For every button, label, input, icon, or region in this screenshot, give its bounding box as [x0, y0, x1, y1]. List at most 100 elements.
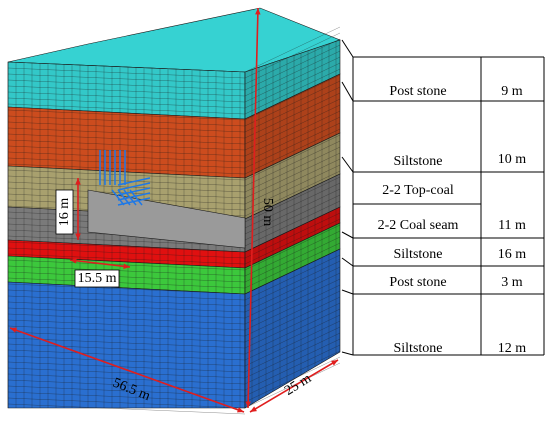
- layer-thickness-siltstone-lower: 12 m: [498, 341, 527, 356]
- side-mesh-hline: [244, 344, 341, 391]
- side-mesh-hline: [244, 104, 341, 151]
- length-dimension-arrow-head: [10, 327, 17, 333]
- layer-label-siltstone-lower: Siltstone: [393, 341, 442, 356]
- layer-label-post-stone-top: Post stone: [389, 84, 446, 99]
- roadway-length-arrow: [69, 258, 131, 269]
- front-mesh-hline: [7, 181, 246, 193]
- front-mesh-hline: [7, 139, 246, 151]
- corner-bolt: [129, 189, 143, 206]
- roadway-length-arrow-head: [123, 263, 130, 269]
- side-mesh-hline: [244, 170, 341, 217]
- front-mesh-hline: [7, 331, 246, 343]
- front-mesh-hline: [7, 373, 246, 385]
- legend-table-frame: [341, 39, 545, 356]
- rib-bolt: [117, 177, 151, 186]
- layer-label-siltstone-middle: Siltstone: [393, 247, 442, 262]
- front-mesh-hline: [7, 391, 246, 403]
- side-mesh-hline: [244, 32, 341, 79]
- height-label-text: 50 m: [260, 198, 275, 227]
- side-mesh-hline: [244, 194, 341, 241]
- side-mesh-hline: [244, 200, 341, 247]
- roadway-length-label-box: [74, 269, 120, 288]
- side-mesh-hline: [244, 332, 341, 379]
- layer-label-post-stone-thin: Post stone: [389, 275, 446, 290]
- front-mesh-hline: [7, 61, 246, 73]
- height-dimension-arrow-head: [245, 401, 251, 408]
- side-mesh-hline: [244, 176, 341, 223]
- side-mesh-hline: [244, 62, 341, 109]
- front-mesh-hline: [7, 247, 246, 259]
- roadway-length-label-text: 15.5 m: [78, 271, 117, 286]
- side-mesh-hline: [244, 146, 341, 193]
- front-mesh-hline: [7, 343, 246, 355]
- side-mesh-hline: [244, 224, 341, 271]
- side-mesh-hline: [244, 128, 341, 175]
- roadway-height-arrow: [75, 178, 81, 240]
- layer-thickness-post-stone-thin: 3 m: [501, 275, 523, 290]
- side-mesh-hline: [244, 338, 341, 385]
- front-mesh-hline: [7, 85, 246, 97]
- front-mesh-hline: [7, 259, 246, 271]
- height-dimension-arrow: [245, 7, 261, 409]
- front-mesh-hline: [7, 79, 246, 91]
- side-mesh-hline: [244, 152, 341, 199]
- side-mesh-hline: [244, 44, 341, 91]
- side-mesh-hline: [244, 164, 341, 211]
- side-mesh-hline: [244, 110, 341, 157]
- layer-label-coal-seam: 2-2 Coal seam: [378, 218, 459, 233]
- side-mesh-hline: [244, 290, 341, 337]
- front-mesh-hline: [7, 385, 246, 397]
- side-mesh-hline: [244, 116, 341, 163]
- front-mesh-hline: [7, 145, 246, 157]
- front-mesh-hline: [7, 115, 246, 127]
- height-dimension-arrow-line: [247, 7, 259, 409]
- roadway-length-arrow-head: [70, 258, 77, 264]
- side-mesh-hline: [244, 56, 341, 103]
- side-mesh-hline: [244, 278, 341, 325]
- height-dimension-arrow-head: [255, 8, 261, 15]
- front-mesh-hline: [7, 253, 246, 265]
- corner-bolt: [117, 189, 131, 206]
- front-mesh-hline: [7, 367, 246, 379]
- length-dimension-arrow-head: [237, 407, 244, 413]
- front-mesh-hline: [7, 361, 246, 373]
- front-mesh-hline: [7, 133, 246, 145]
- front-mesh-hline: [7, 121, 246, 133]
- side-mesh-hline: [244, 218, 341, 265]
- front-mesh-hline: [7, 127, 246, 139]
- side-mesh-hline: [244, 26, 341, 73]
- side-mesh-hline: [244, 134, 341, 181]
- rib-bolt: [117, 192, 151, 201]
- side-mesh-hline: [244, 74, 341, 121]
- side-mesh-hline: [244, 296, 341, 343]
- front-mesh-hline: [7, 163, 246, 175]
- roadway-length-arrow-line: [69, 259, 131, 268]
- roadway-height-arrow-head: [75, 178, 81, 185]
- side-mesh-hline: [244, 86, 341, 133]
- side-mesh-hline: [244, 272, 341, 319]
- width-dimension-arrow-head: [331, 360, 338, 366]
- front-mesh-hline: [7, 283, 246, 295]
- side-mesh-hline: [244, 242, 341, 289]
- side-mesh-hline: [244, 248, 341, 295]
- side-mesh-hline: [244, 206, 341, 253]
- roadway-height-label-box: [55, 189, 74, 235]
- front-mesh-hline: [7, 277, 246, 289]
- front-mesh-hline: [7, 157, 246, 169]
- front-mesh-hline: [7, 325, 246, 337]
- side-mesh-hline: [244, 266, 341, 313]
- length-dimension-arrow: [9, 327, 245, 413]
- front-mesh-hline: [7, 97, 246, 109]
- width-dimension-arrow: [249, 359, 339, 413]
- length-dimension-arrow-line: [9, 327, 245, 413]
- side-mesh-hline: [244, 362, 341, 409]
- front-mesh-hline: [7, 355, 246, 367]
- corner-bolt: [111, 189, 125, 206]
- front-mesh-hline: [7, 169, 246, 181]
- front-mesh-hline: [7, 397, 246, 409]
- front-mesh-hline: [7, 403, 246, 415]
- corner-bolt: [123, 189, 137, 206]
- layer-thickness-siltstone-upper: 10 m: [498, 152, 527, 167]
- layer-thickness-siltstone-middle: 16 m: [498, 247, 527, 262]
